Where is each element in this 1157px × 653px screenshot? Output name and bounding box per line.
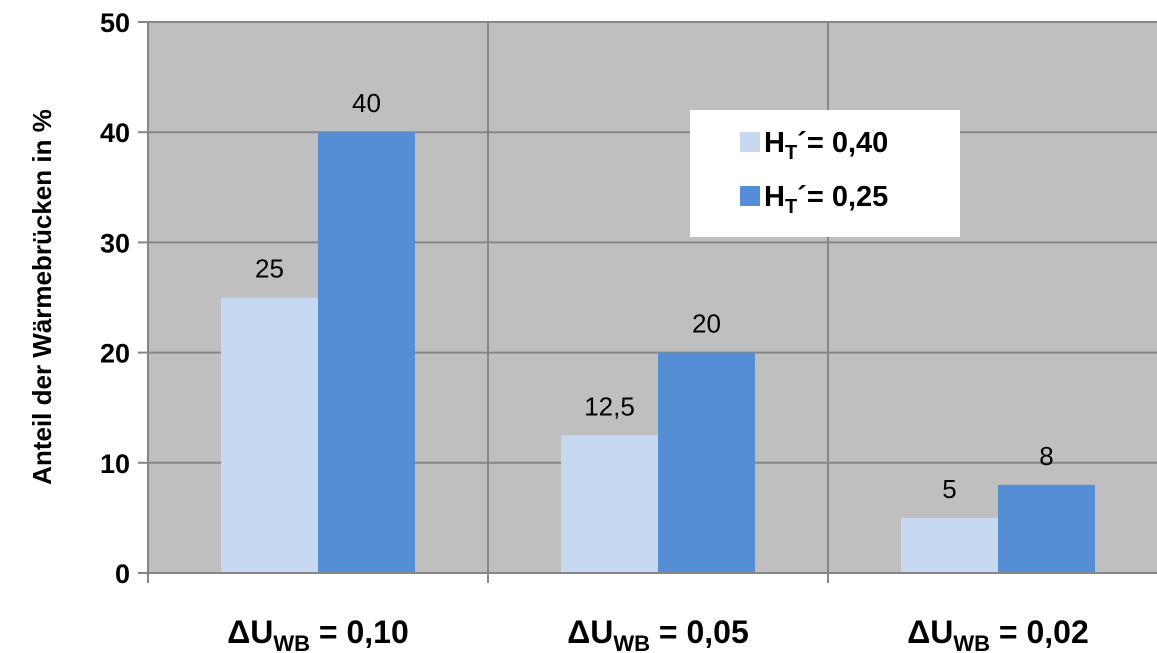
data-label: 40 xyxy=(352,88,381,118)
data-label: 8 xyxy=(1039,441,1053,471)
legend-subscript: T xyxy=(785,196,797,218)
category-prefix: ΔU xyxy=(907,614,953,650)
category-subscript: WB xyxy=(953,631,990,653)
y-tick-labels: 0 10 20 30 40 50 xyxy=(100,8,130,589)
data-label: 25 xyxy=(255,254,284,284)
bars xyxy=(221,132,1095,573)
category-prefix: ΔU xyxy=(567,614,613,650)
legend-swatch xyxy=(740,186,760,206)
category-suffix: = 0,05 xyxy=(650,614,749,650)
bar xyxy=(221,297,318,573)
axes xyxy=(138,21,1157,583)
x-category-label: ΔUWB = 0,02 xyxy=(907,614,1089,653)
y-tick-label: 40 xyxy=(100,118,130,148)
data-label: 20 xyxy=(692,309,721,339)
legend-suffix: ´= 0,40 xyxy=(797,127,888,159)
bar xyxy=(998,484,1095,573)
bar xyxy=(658,352,755,573)
legend-label: HT´= 0,40 xyxy=(764,127,888,164)
legend-prefix: H xyxy=(764,127,785,159)
bar xyxy=(318,132,415,573)
bar xyxy=(561,435,658,573)
x-category-label: ΔUWB = 0,10 xyxy=(227,614,409,653)
legend-swatch xyxy=(740,132,760,152)
data-labels: 25 12,5 5 40 20 8 xyxy=(255,88,1054,504)
data-label: 5 xyxy=(942,474,956,504)
legend-subscript: T xyxy=(785,142,797,164)
legend-prefix: H xyxy=(764,181,785,213)
y-axis-label: Anteil der Wärmebrücken in % xyxy=(27,109,57,485)
x-category-labels: ΔUWB = 0,10 ΔUWB = 0,05 ΔUWB = 0,02 xyxy=(227,614,1089,653)
category-suffix: = 0,10 xyxy=(310,614,409,650)
bar xyxy=(901,517,998,573)
legend-suffix: ´= 0,25 xyxy=(797,181,888,213)
y-tick-label: 10 xyxy=(100,449,130,479)
x-category-label: ΔUWB = 0,05 xyxy=(567,614,749,653)
category-subscript: WB xyxy=(273,631,310,653)
legend-label: HT´= 0,25 xyxy=(764,181,888,218)
y-tick-label: 0 xyxy=(115,559,130,589)
data-label: 12,5 xyxy=(584,391,635,421)
y-tick-label: 50 xyxy=(100,8,130,38)
y-tick-label: 30 xyxy=(100,228,130,258)
category-subscript: WB xyxy=(613,631,650,653)
y-tick-label: 20 xyxy=(100,339,130,369)
legend-box xyxy=(690,110,960,237)
category-prefix: ΔU xyxy=(227,614,273,650)
category-suffix: = 0,02 xyxy=(990,614,1089,650)
